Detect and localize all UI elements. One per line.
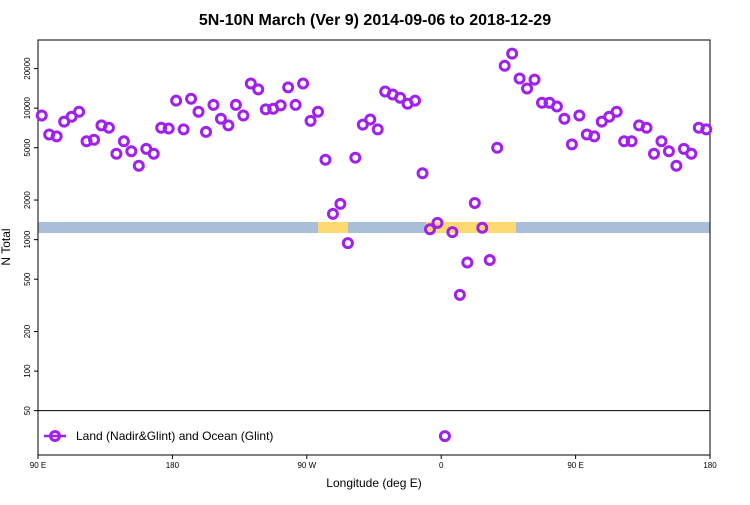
data-point — [73, 105, 86, 118]
data-point — [222, 119, 235, 132]
data-point — [35, 109, 48, 122]
y-tick-label: 10000 — [23, 96, 32, 119]
data-point — [147, 147, 160, 160]
data-point — [244, 77, 257, 90]
data-point — [453, 288, 466, 301]
data-point — [662, 145, 675, 158]
data-point — [192, 105, 205, 118]
data-point — [573, 109, 586, 122]
data-point — [476, 221, 489, 234]
y-tick-label: 500 — [23, 272, 32, 286]
data-point — [297, 77, 310, 90]
data-point — [648, 147, 660, 160]
data-point — [558, 112, 571, 125]
data-point — [640, 121, 653, 134]
data-point — [625, 135, 638, 148]
data-point — [88, 133, 100, 146]
data-point — [207, 98, 220, 111]
data-point — [446, 226, 459, 239]
data-point — [424, 223, 436, 236]
x-tick-label: 180 — [703, 461, 717, 470]
data-point — [341, 237, 354, 250]
x-tick-label: 180 — [166, 461, 180, 470]
data-point — [565, 138, 578, 151]
data-point — [289, 98, 302, 111]
data-point — [132, 159, 145, 172]
legend-label: Land (Nadir&Glint) and Ocean (Glint) — [76, 429, 273, 443]
data-point — [655, 135, 668, 148]
data-point — [371, 123, 384, 136]
data-point — [409, 94, 422, 107]
data-point — [229, 98, 242, 111]
data-point — [513, 72, 526, 85]
data-point — [521, 82, 534, 95]
chart-title: 5N-10N March (Ver 9) 2014-09-06 to 2018-… — [199, 12, 551, 29]
y-tick-label: 50 — [23, 406, 32, 415]
data-point — [282, 81, 295, 94]
y-tick-label: 200 — [23, 324, 32, 338]
data-point — [125, 145, 138, 158]
data-point — [685, 147, 698, 160]
data-point — [319, 153, 332, 166]
land-band — [426, 222, 516, 233]
x-tick-label: 0 — [439, 461, 444, 470]
data-point — [483, 253, 496, 266]
data-point — [588, 130, 601, 143]
data-point — [304, 114, 317, 127]
data-point — [431, 216, 444, 229]
data-point — [200, 125, 212, 138]
data-point — [237, 109, 250, 122]
data-point — [700, 123, 713, 136]
data-point — [498, 59, 511, 72]
data-point — [536, 96, 548, 109]
data-point — [506, 47, 519, 60]
data-point — [334, 197, 347, 210]
data-point — [162, 122, 175, 135]
data-point — [349, 151, 362, 164]
x-tick-label: 90 E — [30, 461, 46, 470]
data-point — [110, 147, 123, 160]
data-point — [670, 159, 683, 172]
y-axis-label: N Total — [0, 228, 13, 265]
data-point — [102, 121, 115, 134]
x-tick-label: 90 E — [567, 461, 583, 470]
data-point — [117, 135, 130, 148]
data-point — [491, 141, 504, 154]
data-point — [274, 99, 287, 112]
x-tick-label: 90 W — [297, 461, 316, 470]
data-point — [394, 91, 407, 104]
legend-marker — [49, 430, 61, 442]
data-point — [177, 123, 190, 136]
data-point — [438, 430, 451, 443]
y-tick-label: 5000 — [23, 138, 32, 156]
data-point — [170, 94, 183, 107]
data-point — [326, 207, 339, 220]
data-point — [461, 256, 474, 269]
y-tick-label: 1000 — [23, 230, 32, 248]
data-point — [610, 105, 623, 118]
y-tick-label: 20000 — [23, 57, 32, 80]
data-point — [468, 196, 481, 209]
data-point — [550, 100, 563, 113]
data-point — [50, 130, 63, 143]
data-point — [312, 105, 324, 118]
data-point — [528, 73, 541, 86]
y-tick-label: 2000 — [23, 191, 32, 209]
data-point — [364, 113, 377, 126]
ocean-band — [38, 222, 710, 233]
data-point — [252, 83, 265, 96]
plot-frame — [37, 39, 711, 456]
x-axis-label: Longitude (deg E) — [326, 476, 421, 490]
data-point — [618, 135, 631, 148]
data-point — [259, 103, 272, 116]
y-tick-label: 100 — [23, 364, 32, 378]
data-point — [214, 112, 227, 125]
data-point — [416, 167, 429, 180]
data-point — [185, 92, 198, 105]
land-band — [318, 222, 348, 233]
